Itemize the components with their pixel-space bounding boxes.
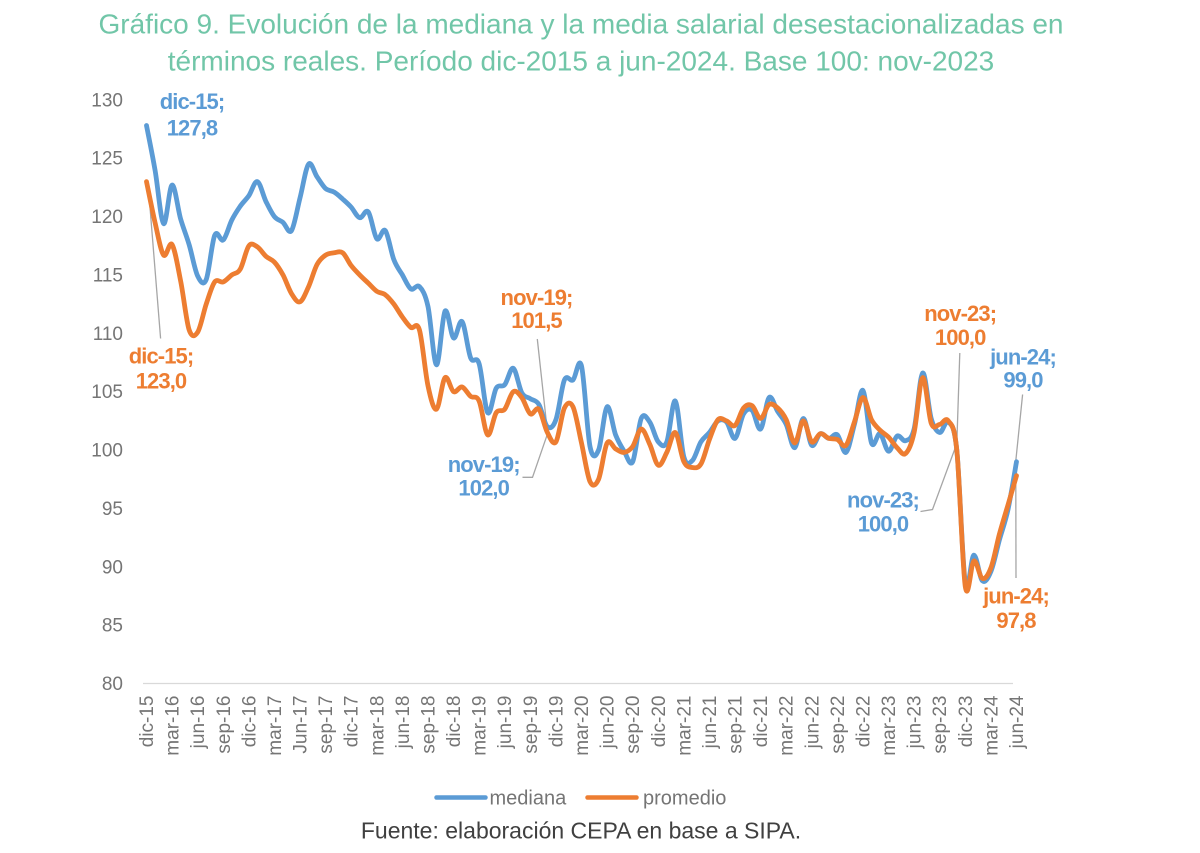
svg-text:jun-20: jun-20 [598,696,619,750]
svg-text:Gráfico 9. Evolución de la med: Gráfico 9. Evolución de la mediana y la … [99,9,1064,40]
svg-text:85: 85 [102,616,123,637]
svg-text:110: 110 [93,324,123,345]
svg-text:mar-23: mar-23 [879,696,900,756]
svg-text:mar-21: mar-21 [674,696,695,756]
svg-text:101,5: 101,5 [511,308,562,333]
svg-text:mar-19: mar-19 [470,696,491,756]
svg-text:99,0: 99,0 [1003,368,1043,393]
svg-text:mar-17: mar-17 [265,696,286,756]
svg-text:105: 105 [91,382,123,403]
svg-text:nov-19;: nov-19; [501,285,573,310]
svg-text:sep-18: sep-18 [419,696,440,754]
svg-text:120: 120 [91,207,123,228]
svg-text:130: 130 [91,90,123,111]
svg-text:mar-18: mar-18 [367,696,388,756]
svg-text:jun-24: jun-24 [1007,695,1028,749]
svg-text:dic-19: dic-19 [546,696,567,748]
svg-text:jun-24;: jun-24; [989,345,1056,370]
svg-text:nov-23;: nov-23; [847,488,919,513]
svg-text:jun-21: jun-21 [700,696,721,750]
svg-text:sep-22: sep-22 [828,696,849,754]
svg-text:115: 115 [93,265,123,286]
svg-text:dic-17: dic-17 [342,696,363,748]
svg-text:80: 80 [102,674,123,695]
svg-text:dic-15;: dic-15; [129,344,194,369]
svg-text:nov-23;: nov-23; [924,301,996,326]
svg-text:dic-15;: dic-15; [160,89,225,114]
svg-text:jun-16: jun-16 [188,696,209,750]
svg-text:sep-21: sep-21 [726,696,747,754]
svg-text:125: 125 [91,149,123,170]
svg-text:100,0: 100,0 [935,325,986,350]
svg-text:dic-22: dic-22 [854,696,875,748]
svg-text:mar-20: mar-20 [572,696,593,756]
svg-text:jun-19: jun-19 [495,696,516,750]
svg-text:sep-17: sep-17 [316,696,337,754]
svg-text:sep-20: sep-20 [623,696,644,754]
svg-text:90: 90 [102,557,123,578]
svg-text:promedio: promedio [643,788,726,810]
svg-text:jun-23: jun-23 [905,696,926,750]
svg-text:nov-19;: nov-19; [448,452,520,477]
svg-text:términos reales. Período dic-2: términos reales. Período dic-2015 a jun-… [168,46,995,77]
svg-text:jun-24;: jun-24; [982,584,1049,609]
svg-text:100,0: 100,0 [858,512,909,537]
svg-text:123,0: 123,0 [136,369,187,394]
svg-text:sep-23: sep-23 [930,696,951,754]
svg-text:95: 95 [102,499,123,520]
svg-text:dic-20: dic-20 [649,696,670,748]
svg-text:sep-16: sep-16 [214,696,235,754]
svg-text:dic-16: dic-16 [239,696,260,748]
svg-text:mar-16: mar-16 [163,696,184,756]
svg-text:jun-18: jun-18 [393,696,414,750]
svg-text:mar-24: mar-24 [981,695,1002,756]
svg-text:sep-19: sep-19 [521,696,542,754]
svg-text:jun-22: jun-22 [802,696,823,750]
svg-text:dic-21: dic-21 [751,696,772,748]
svg-text:97,8: 97,8 [996,608,1036,633]
svg-text:Fuente: elaboración CEPA en ba: Fuente: elaboración CEPA en base a SIPA. [361,818,801,844]
svg-text:dic-15: dic-15 [137,696,158,748]
svg-text:dic-18: dic-18 [444,696,465,748]
svg-text:100: 100 [91,441,123,462]
svg-text:Jun-17: Jun-17 [291,696,312,754]
svg-text:mar-22: mar-22 [777,696,798,756]
svg-text:dic-23: dic-23 [956,696,977,748]
svg-text:102,0: 102,0 [458,476,509,501]
svg-text:mediana: mediana [490,788,568,810]
svg-text:127,8: 127,8 [167,116,218,141]
